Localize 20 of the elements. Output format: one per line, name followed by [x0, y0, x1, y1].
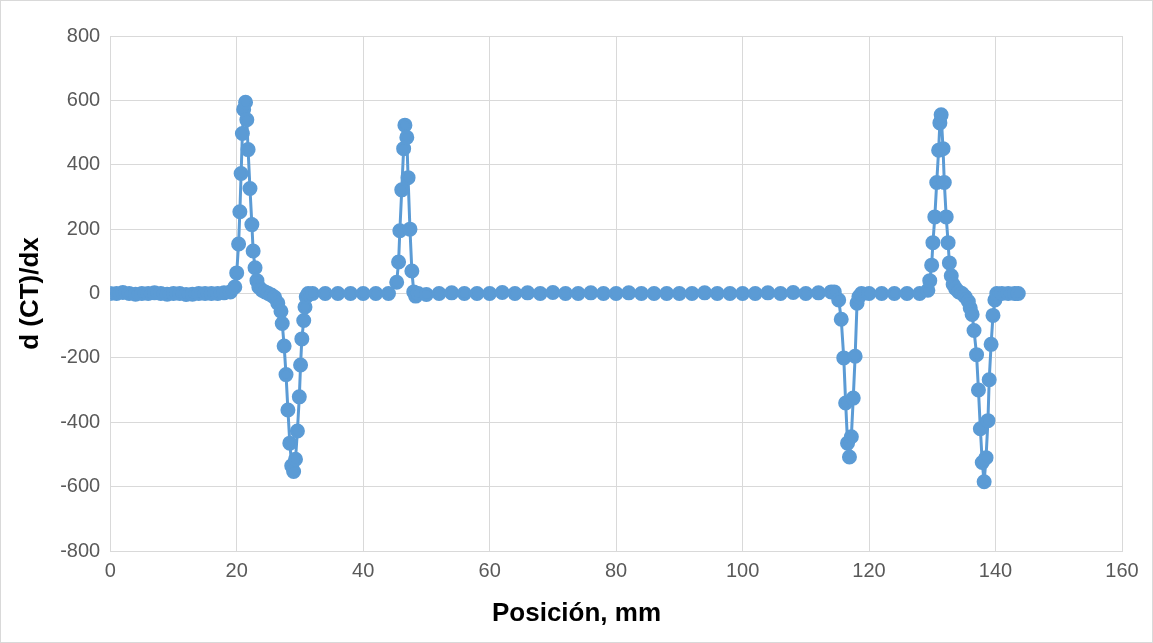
x-tick-label: 40: [352, 558, 375, 581]
x-tick-label: 160: [1105, 558, 1139, 581]
x-tick-label: 80: [604, 558, 628, 581]
x-tick-label: 140: [978, 558, 1013, 581]
y-tick-label: 800: [66, 23, 101, 46]
y-tick-label: 400: [66, 152, 101, 175]
y-tick-label: 200: [66, 216, 101, 239]
y-tick-label: -600: [60, 474, 101, 497]
y-tick-label: 600: [66, 87, 101, 110]
x-tick-label: 0: [104, 558, 116, 581]
x-axis-title: Posición, mm: [490, 597, 662, 628]
x-tick-label: 120: [852, 558, 886, 581]
x-tick-label: 100: [725, 558, 760, 581]
y-tick-label: -200: [60, 345, 101, 368]
x-tick-label: 20: [225, 558, 248, 581]
y-tick-label: -400: [60, 409, 101, 432]
y-axis-title: d (CT)/dx: [13, 236, 44, 350]
x-tick-label: 60: [478, 558, 501, 581]
y-tick-label: 0: [89, 281, 101, 304]
y-tick-label: -800: [60, 538, 101, 561]
